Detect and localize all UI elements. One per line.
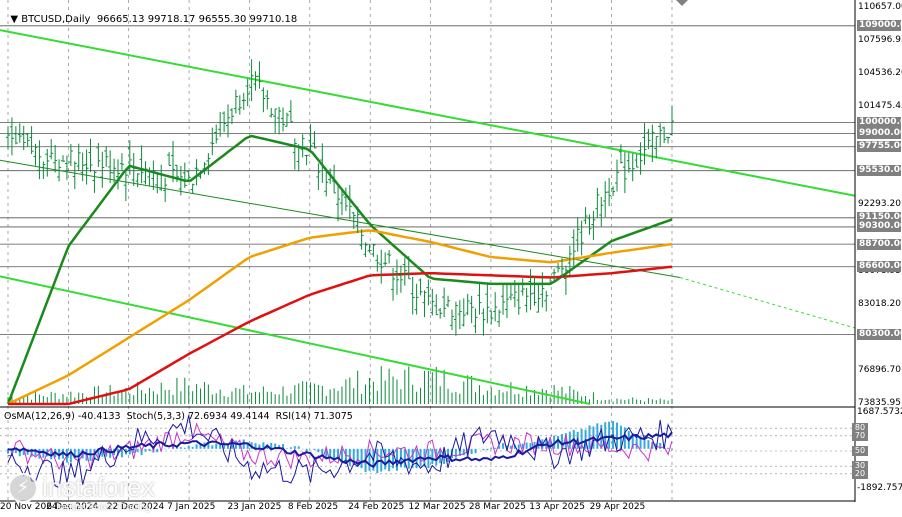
trend-channels	[0, 29, 856, 405]
date-tick-label: 12 Mar 2025	[408, 502, 466, 512]
scroll-marker-icon[interactable]	[676, 0, 688, 6]
date-tick-label: 22 Dec 2024	[106, 502, 165, 512]
ma-slow-line	[8, 265, 673, 406]
price-level-badge: 100000.00	[857, 117, 902, 129]
rsi-line	[7, 431, 673, 469]
collapse-arrow-icon[interactable]: ▼	[10, 14, 22, 25]
chart-header: ▼ BTCUSD,Daily 96665.13 99718.17 96555.3…	[4, 3, 297, 25]
moving-averages	[6, 134, 673, 406]
date-tick-label: 23 Jan 2025	[227, 502, 282, 512]
date-tick-label: 28 Mar 2025	[468, 502, 526, 512]
price-level-badge: 97755.00	[857, 141, 902, 153]
price-tick-label: 83018.20	[858, 299, 901, 310]
stoch-main-line	[7, 415, 673, 489]
price-level-badge: 91150.00	[857, 212, 902, 224]
price-bars	[6, 59, 674, 336]
price-tick-label: 104536.20	[858, 67, 902, 78]
indicator-level-badge: 20	[852, 468, 868, 479]
channel-mid-line	[0, 159, 681, 278]
price-level-badge: 90300.00	[857, 221, 902, 233]
price-level-badge: 95530.00	[857, 165, 902, 177]
date-tick-label: 6 Dec 2024	[46, 502, 99, 512]
price-level-badge: 86600.00	[857, 261, 902, 273]
logo-brand: instaforex	[42, 472, 155, 502]
ma-mid-line	[7, 229, 673, 406]
date-tick-label: 24 Feb 2025	[348, 502, 405, 512]
indicator-panel	[0, 415, 855, 489]
indicator-header: OsMA(12,26,9) -40.4133 Stoch(5,3,3) 72.6…	[4, 411, 353, 422]
price-tick-label: 73835.95	[858, 398, 901, 408]
price-tick-label: 110657.00	[858, 2, 902, 12]
instaforex-logo: ⚡ instaforex Instant Forex Trading	[8, 472, 155, 513]
date-tick-label: 20 Nov 2024	[0, 502, 58, 512]
date-tick-label: 8 Feb 2025	[287, 502, 339, 512]
date-tick-label: 13 Apr 2025	[529, 502, 585, 512]
indicator-level-badge: 80	[852, 423, 868, 434]
channel-lower-line	[0, 275, 591, 405]
indicator-level-badge: 70	[852, 430, 868, 441]
ohlc-values: 96665.13 99718.17 96555.30 99710.18	[96, 14, 298, 25]
channel-upper-line	[0, 29, 856, 197]
price-tick-label: 107596.93	[858, 34, 902, 45]
horizontal-levels	[0, 25, 855, 335]
channel-mid-projection	[679, 277, 856, 329]
price-tick-label: 76896.70	[858, 365, 901, 376]
indicator-level-badge: 30	[852, 461, 868, 472]
price-level-badge: 80300.00	[857, 328, 902, 340]
volume-bars	[7, 366, 673, 404]
indicator-level-badge: 50	[852, 446, 868, 456]
price-level-badge: 99000.00	[857, 127, 902, 139]
chart-background	[0, 0, 855, 517]
symbol-label: BTCUSD,Daily	[21, 14, 91, 25]
indicator-tick-label: 1687.5732	[857, 407, 902, 417]
logo-tagline: Instant Forex Trading	[56, 502, 151, 513]
price-level-badge: 88700.00	[857, 238, 902, 250]
date-tick-label: 29 Apr 2025	[589, 502, 646, 512]
price-level-badge: 109000.00	[857, 20, 902, 32]
price-tick-label: 101475.45	[858, 100, 902, 111]
logo-mark-icon: ⚡	[8, 472, 38, 503]
price-tick-label: 92293.20	[858, 199, 901, 210]
indicator-tick-label: -1892.7573	[857, 483, 902, 493]
date-tick-label: 7 Jan 2025	[167, 502, 216, 512]
